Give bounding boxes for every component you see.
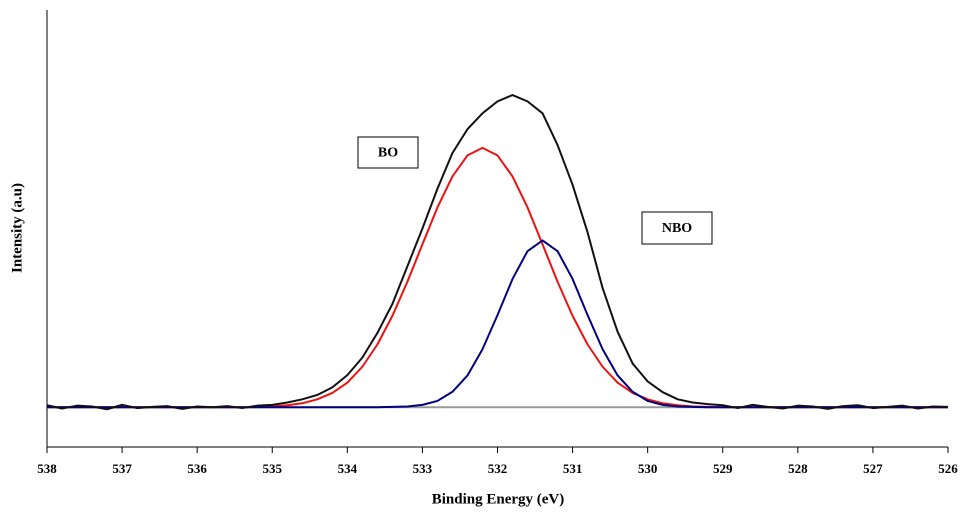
line-series: [47, 146, 948, 409]
y-axis-label: Intensity (a.u): [9, 183, 25, 273]
x-tick-label: 530: [638, 461, 658, 476]
x-tick-label: 533: [413, 461, 433, 476]
x-axis-label: Binding Energy (eV): [432, 491, 565, 507]
x-tick-label: 535: [263, 461, 283, 476]
x-tick-label: 529: [713, 461, 733, 476]
x-tick-label: 534: [338, 461, 358, 476]
x-tick-label: 538: [37, 461, 57, 476]
x-tick-label: 531: [563, 461, 583, 476]
x-tick-label: 532: [488, 461, 508, 476]
annotation: NBO: [662, 221, 692, 236]
x-tick-label: 527: [863, 461, 883, 476]
annotation-box: [641, 211, 713, 245]
annotation-box: [357, 136, 419, 169]
line-series: [47, 239, 948, 409]
x-tick-label: 528: [788, 461, 808, 476]
x-tick-label: 537: [112, 461, 132, 476]
x-tick-label: 526: [938, 461, 958, 476]
x-tick-label: 536: [187, 461, 207, 476]
annotation: BO: [378, 146, 398, 161]
line-series: [46, 94, 949, 411]
